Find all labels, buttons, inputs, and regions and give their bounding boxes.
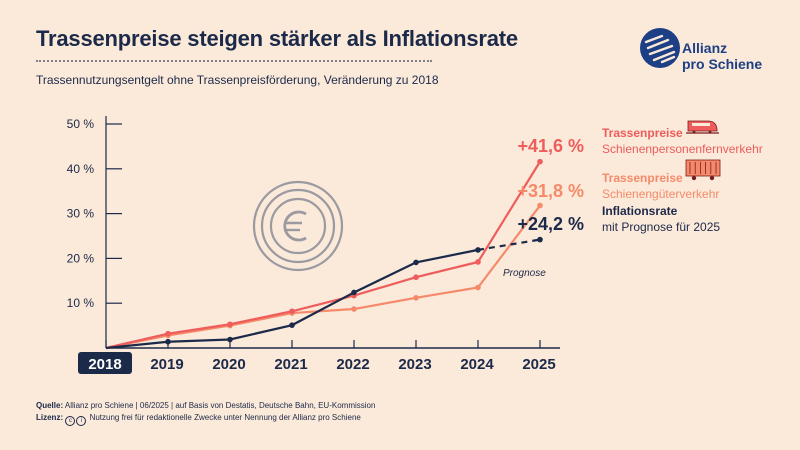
chart-subtitle: Trassennutzungsentgelt ohne Trassenpreis…	[36, 73, 439, 87]
forecast-label: Prognose	[503, 268, 546, 279]
end-value-label: +24,2 %	[517, 214, 584, 234]
series-sub-label: Schienengüterverkehr	[602, 187, 719, 201]
y-tick-label: 40 %	[67, 162, 95, 176]
license-label: Lizenz:	[36, 413, 64, 422]
logo-line-1: Allianz	[682, 40, 728, 56]
title-divider	[36, 60, 432, 62]
x-tick-label: 2021	[274, 356, 307, 373]
license-text: Nutzung frei für redaktionelle Zwecke un…	[89, 413, 361, 422]
source-text: Allianz pro Schiene | 06/2025 | auf Basi…	[64, 401, 376, 410]
series-name-label: Inflationsrate	[602, 204, 678, 218]
x-tick-label: 2024	[460, 356, 494, 373]
by-icon: i	[76, 416, 87, 426]
y-tick-label: 20 %	[67, 251, 95, 265]
brand-logo	[640, 28, 780, 80]
data-point	[289, 308, 295, 315]
data-point	[413, 295, 419, 301]
series-fernverkehr	[105, 158, 543, 350]
series-name-label: Trassenpreise	[602, 126, 683, 140]
data-point	[351, 289, 357, 296]
data-point	[289, 322, 295, 328]
series-sub-label: mit Prognose für 2025	[602, 220, 720, 234]
freight-wagon-icon	[685, 159, 721, 181]
data-point	[537, 158, 543, 165]
logo-wordmark: Allianz pro Schiene	[682, 40, 762, 72]
x-tick-label: 2025	[522, 356, 555, 373]
series-name-label: Trassenpreise	[602, 171, 683, 185]
source-line: Quelle: Allianz pro Schiene | 06/2025 | …	[36, 401, 375, 410]
y-tick-label: 30 %	[67, 207, 95, 221]
end-value-label: +41,6 %	[517, 136, 584, 156]
chart-labels: Prognose +41,6 % Trassenpreise Schienenpers…	[503, 120, 763, 279]
x-tick-label: 2018	[88, 356, 121, 373]
series-sub-label: Schienenpersonenfernverkehr	[602, 142, 763, 156]
data-point	[351, 306, 357, 312]
euro-coin-icon	[252, 180, 344, 272]
x-tick-label: 2023	[398, 356, 431, 373]
series-line	[105, 248, 479, 350]
series-inflation	[105, 236, 543, 350]
cc-icon: c	[65, 416, 76, 426]
data-point	[475, 259, 481, 265]
chart-grid	[106, 123, 122, 304]
end-value-label: +31,8 %	[517, 181, 584, 201]
data-point	[413, 259, 419, 266]
data-point	[227, 336, 233, 343]
source-label: Quelle:	[36, 401, 64, 410]
data-point	[413, 274, 419, 281]
data-point	[537, 202, 543, 209]
data-point	[475, 247, 481, 253]
logo-mark-icon	[640, 28, 680, 68]
series-gueterverkehr	[105, 202, 543, 350]
chart-series	[105, 158, 543, 350]
highlight-year-box	[78, 352, 132, 374]
logo-line-2: pro Schiene	[682, 56, 763, 72]
data-point	[537, 236, 543, 243]
data-point	[227, 321, 233, 328]
x-tick-label: 2020	[212, 356, 245, 373]
data-point	[165, 330, 171, 337]
train-icon	[686, 120, 719, 134]
chart-axes: 10 % 20 % 30 % 40 % 50 % 2018 2019 2020 2021 2022…	[67, 116, 560, 374]
x-tick-label: 2022	[336, 356, 369, 373]
series-line	[105, 161, 541, 350]
y-tick-label: 50 %	[67, 117, 95, 131]
data-point	[475, 284, 481, 291]
page-title: Trassenpreise steigen stärker als Inflat…	[36, 26, 518, 51]
series-line	[105, 204, 541, 350]
x-tick-label: 2019	[150, 356, 183, 373]
y-tick-label: 10 %	[67, 296, 95, 310]
